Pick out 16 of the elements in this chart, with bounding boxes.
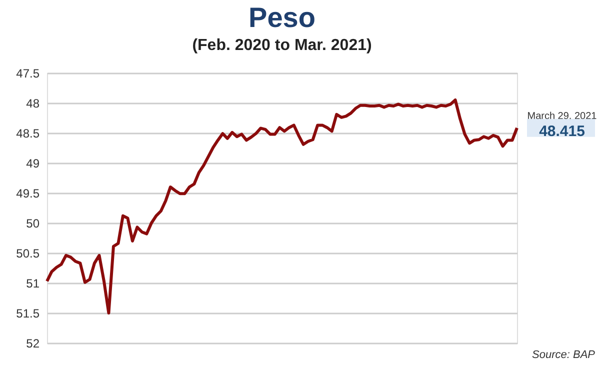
chart-title: Peso bbox=[248, 2, 316, 33]
text: March 29, 2021 bbox=[527, 110, 598, 122]
y-tick-label: 50 bbox=[26, 216, 40, 230]
y-tick-label: 48.5 bbox=[16, 126, 40, 140]
source-note: Source: BAP bbox=[532, 349, 596, 361]
line-series bbox=[46, 98, 518, 314]
y-tick-label: 52 bbox=[26, 336, 40, 350]
y-tick-label: 51.5 bbox=[16, 306, 40, 320]
y-tick-label: 51 bbox=[26, 276, 40, 290]
text: 48.415 bbox=[539, 122, 585, 140]
y-tick-label: 49.5 bbox=[16, 186, 40, 200]
y-tick-label: 47.5 bbox=[16, 66, 40, 80]
y-tick-label: 48 bbox=[26, 96, 40, 110]
y-tick-label: 49 bbox=[26, 156, 40, 170]
chart-subtitle: (Feb. 2020 to Mar. 2021) bbox=[192, 37, 372, 54]
y-tick-label: 50.5 bbox=[16, 246, 40, 260]
